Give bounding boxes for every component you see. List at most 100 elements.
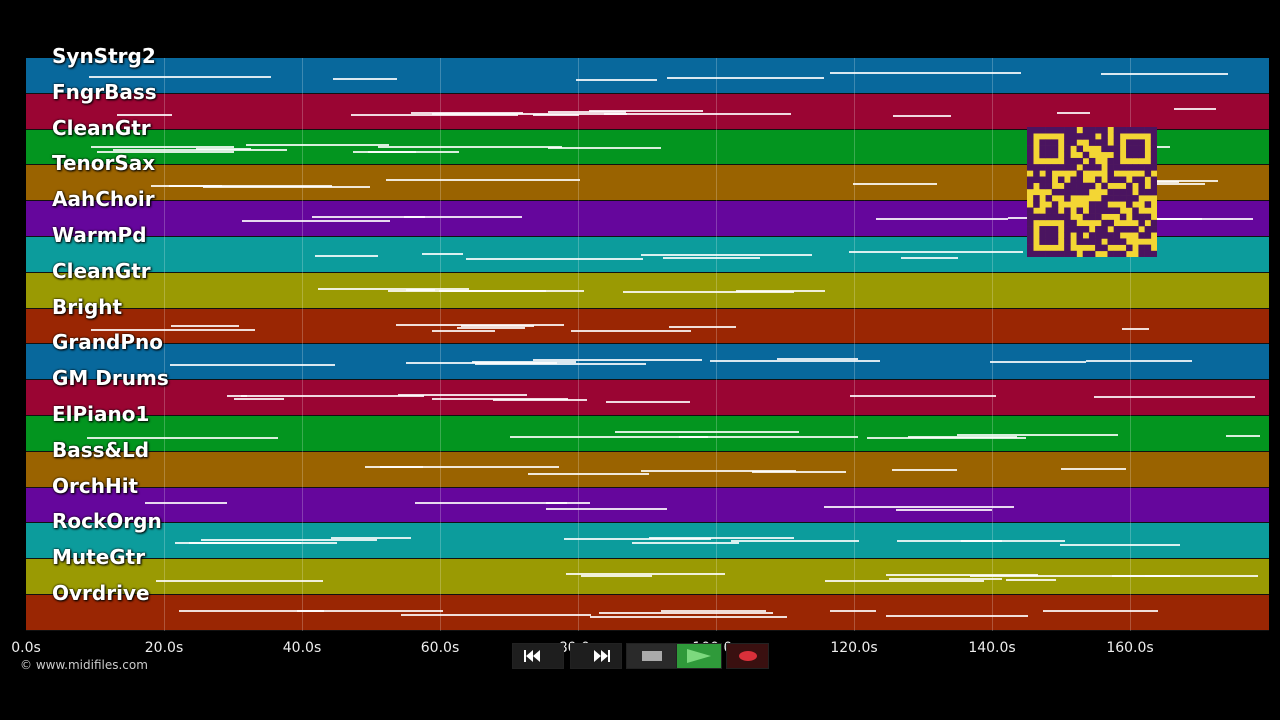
- note-segment: [411, 111, 524, 114]
- note-segment: [666, 77, 824, 79]
- track-label: Ovrdrive: [52, 581, 150, 605]
- track-label: WarmPd: [52, 223, 147, 247]
- track-lane[interactable]: [26, 595, 1269, 631]
- note-segment: [414, 501, 567, 504]
- note-segment: [662, 257, 760, 259]
- track-lane[interactable]: [26, 451, 1269, 488]
- time-tick-label: 40.0s: [282, 640, 322, 656]
- track-lane[interactable]: [26, 523, 1269, 560]
- note-segment: [1101, 73, 1228, 75]
- note-segment: [314, 255, 378, 257]
- rewind-icon: [524, 650, 540, 662]
- note-segment: [431, 112, 628, 115]
- track-lane[interactable]: [26, 58, 1269, 94]
- note-segment: [1057, 111, 1090, 114]
- note-segment: [1042, 610, 1158, 612]
- note-segment: [545, 501, 590, 504]
- time-tick-label: 20.0s: [144, 640, 184, 656]
- rewind-button[interactable]: [512, 643, 564, 669]
- note-segment: [1122, 327, 1149, 330]
- note-segment: [641, 469, 797, 472]
- track-lane[interactable]: [26, 559, 1269, 595]
- note-segment: [460, 324, 534, 327]
- note-segment: [510, 436, 708, 438]
- note-segment: [155, 580, 323, 583]
- grid-line: [716, 58, 717, 631]
- note-segment: [178, 610, 325, 612]
- track-label: CleanGtr: [52, 115, 151, 140]
- note-segment: [588, 109, 704, 112]
- note-segment: [86, 437, 278, 439]
- track-lane[interactable]: [26, 93, 1269, 130]
- track-lane[interactable]: [26, 344, 1269, 381]
- note-segment: [895, 508, 993, 511]
- note-segment: [990, 361, 1087, 364]
- note-segment: [331, 537, 412, 540]
- note-segment: [631, 542, 739, 545]
- note-segment: [599, 612, 773, 614]
- note-segment: [736, 289, 825, 292]
- note-segment: [396, 323, 565, 326]
- track-label: TenorSax: [52, 151, 156, 176]
- qr-code: [1027, 127, 1158, 258]
- track-lane[interactable]: [26, 487, 1269, 524]
- note-segment: [226, 395, 247, 398]
- track-label: OrchHit: [52, 473, 139, 498]
- note-segment: [1093, 396, 1256, 399]
- grid-line: [578, 58, 579, 631]
- record-button[interactable]: [726, 643, 769, 669]
- note-segment: [90, 328, 256, 331]
- note-segment: [891, 468, 958, 471]
- track-lane[interactable]: [26, 416, 1269, 452]
- track-label: GrandPno: [52, 330, 163, 355]
- note-segment: [961, 540, 1066, 543]
- note-segment: [312, 216, 425, 219]
- note-segment: [850, 395, 996, 398]
- note-segment: [1060, 467, 1127, 470]
- track-lane[interactable]: [26, 272, 1269, 309]
- note-segment: [201, 539, 377, 542]
- note-segment: [1059, 544, 1181, 547]
- note-segment: [175, 542, 301, 545]
- track-lane[interactable]: [26, 380, 1269, 416]
- stop-button[interactable]: [626, 643, 678, 669]
- note-segment: [824, 580, 984, 583]
- fast-forward-button[interactable]: [570, 643, 622, 669]
- note-segment: [622, 290, 794, 293]
- time-tick-label: 140.0s: [968, 640, 1016, 656]
- note-segment: [603, 112, 792, 115]
- track-label: GM Drums: [52, 366, 169, 391]
- track-label: MuteGtr: [52, 545, 146, 570]
- grid-line: [302, 58, 303, 631]
- note-segment: [730, 540, 859, 543]
- note-segment: [533, 113, 580, 116]
- piano-roll[interactable]: [26, 58, 1269, 631]
- note-segment: [350, 113, 519, 116]
- note-segment: [317, 287, 470, 290]
- note-segment: [824, 505, 1014, 508]
- note-segment: [1225, 435, 1260, 437]
- note-segment: [1144, 575, 1180, 578]
- track-lane[interactable]: [26, 308, 1269, 345]
- time-tick-label: 120.0s: [830, 640, 878, 656]
- time-tick-label: 60.0s: [420, 640, 460, 656]
- note-segment: [876, 218, 1009, 221]
- note-segment: [830, 72, 1021, 74]
- note-segment: [203, 186, 371, 189]
- track-label: AahChoir: [52, 187, 155, 212]
- play-button[interactable]: [676, 643, 722, 669]
- note-segment: [457, 326, 525, 329]
- track-label: Bright: [52, 294, 123, 319]
- grid-line: [992, 58, 993, 631]
- note-segment: [1173, 107, 1216, 110]
- note-segment: [242, 220, 390, 223]
- note-segment: [969, 575, 1170, 578]
- note-segment: [570, 329, 691, 332]
- time-tick-label: 160.0s: [1106, 640, 1154, 656]
- note-segment: [777, 358, 859, 361]
- note-segment: [669, 325, 736, 328]
- note-segment: [90, 145, 235, 148]
- note-segment: [240, 395, 424, 398]
- track-label: CleanGtr: [52, 258, 151, 283]
- note-segment: [117, 113, 173, 116]
